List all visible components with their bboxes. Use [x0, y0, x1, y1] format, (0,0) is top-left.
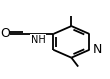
Text: N: N	[93, 43, 102, 56]
Text: NH: NH	[31, 35, 46, 45]
Text: O: O	[0, 27, 10, 40]
